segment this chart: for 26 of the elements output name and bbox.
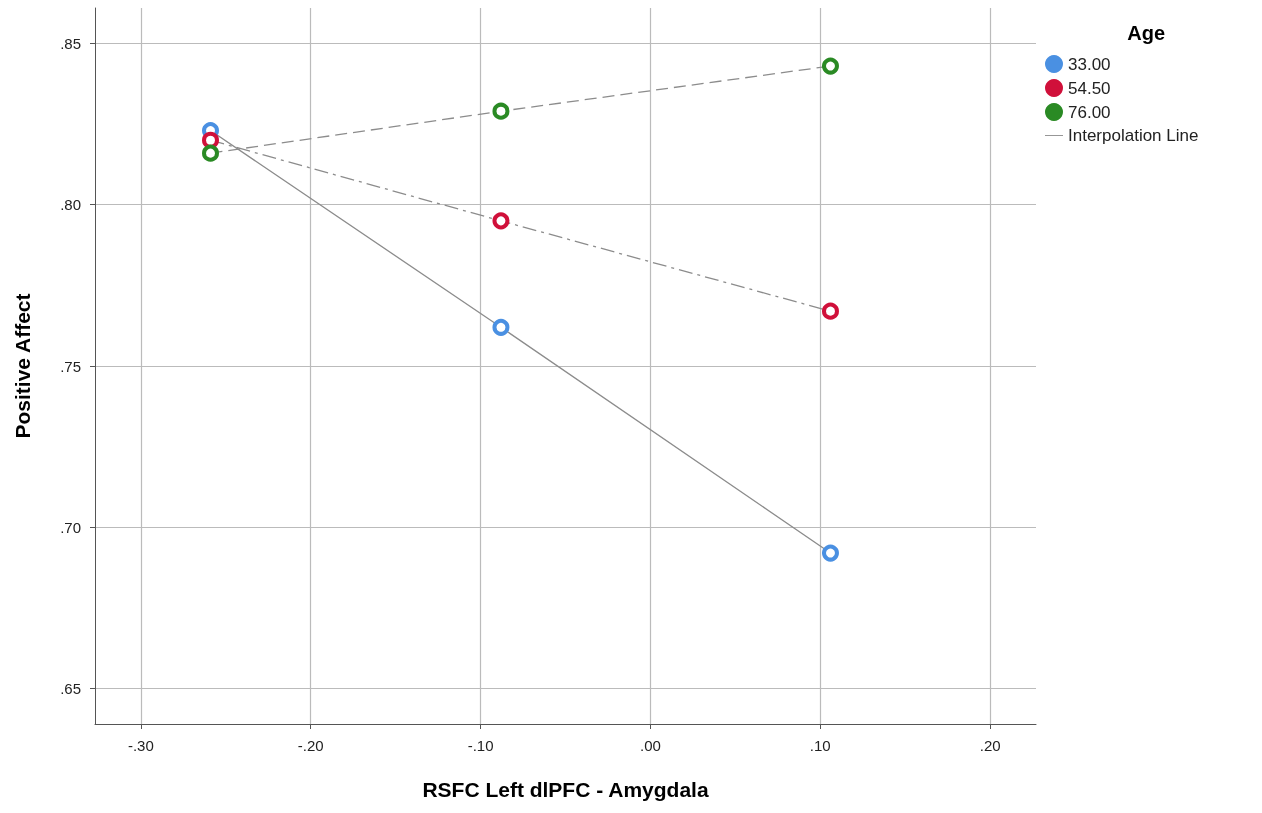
point: [492, 212, 510, 230]
point: [821, 57, 839, 75]
x-tick-label: .20: [979, 737, 1001, 754]
x-tick-label: .10: [809, 737, 831, 754]
y-tick-label: .70: [60, 518, 81, 536]
x-axis-title: RSFC Left dlPFC - Amygdala: [422, 778, 709, 801]
point: [821, 302, 839, 320]
point: [202, 144, 219, 162]
point: [492, 102, 510, 120]
point: [821, 544, 839, 562]
point: [492, 318, 510, 336]
text: Interpolation Line: [1068, 126, 1199, 145]
x-tick-label: -.30: [127, 737, 154, 754]
y-tick-label: .75: [60, 357, 81, 375]
legend-title: Age: [1127, 22, 1166, 44]
x-tick-label: .00: [640, 737, 661, 754]
y-axis-title: Positive Affect: [11, 293, 34, 439]
y-tick-label: .85: [60, 34, 81, 52]
legend-label: 33.00: [1068, 54, 1111, 74]
point: [202, 131, 219, 149]
legend-label: 76.00: [1068, 102, 1111, 122]
y-tick-label: .80: [60, 196, 81, 214]
x-tick-label: -.20: [297, 737, 324, 754]
y-tick-label: .65: [60, 680, 81, 698]
legend-label: 54.50: [1068, 78, 1111, 98]
x-tick-label: -.10: [467, 737, 494, 754]
